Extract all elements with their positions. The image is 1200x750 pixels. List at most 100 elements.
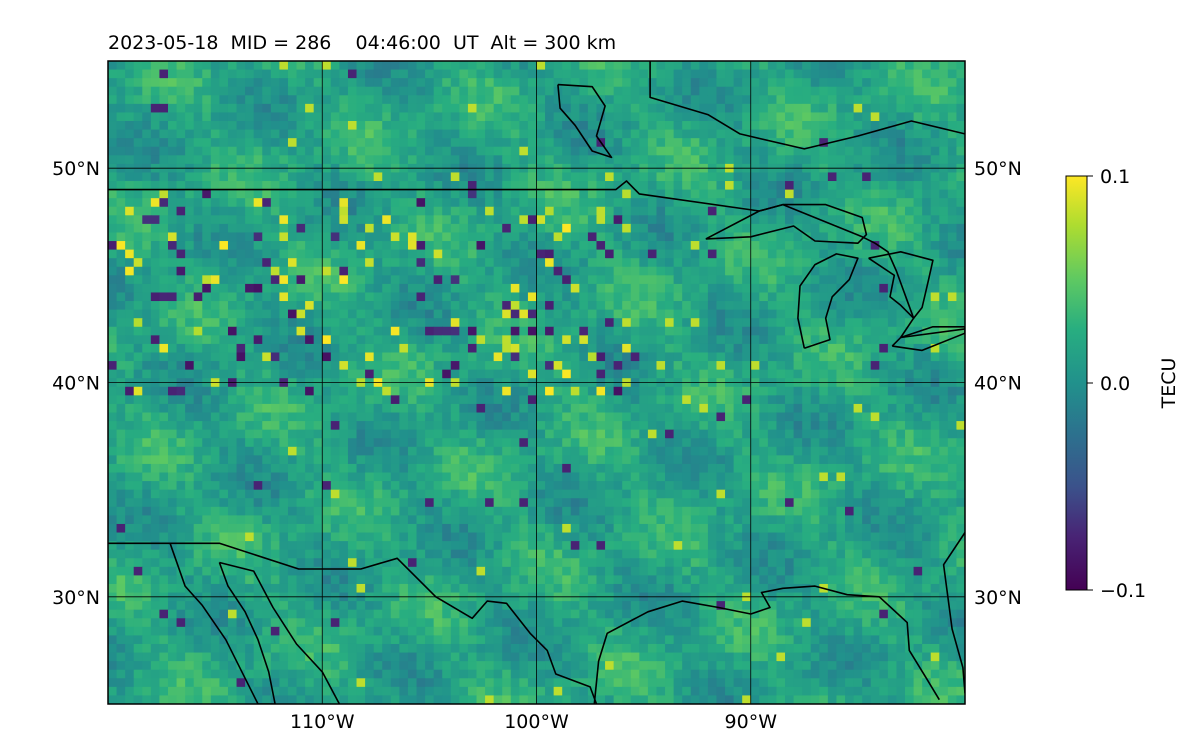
tec-cell bbox=[519, 481, 529, 491]
tec-cell bbox=[185, 266, 195, 276]
tec-cell bbox=[510, 352, 520, 362]
tec-cell bbox=[553, 181, 563, 191]
tec-cell bbox=[185, 189, 195, 199]
tec-cell bbox=[647, 343, 658, 354]
tec-cell bbox=[716, 472, 726, 482]
tec-cell bbox=[870, 155, 880, 165]
tec-cell bbox=[305, 463, 315, 474]
tec-cell bbox=[485, 241, 495, 251]
tec-cell bbox=[536, 189, 546, 199]
tec-cell bbox=[896, 223, 906, 234]
tec-cell bbox=[382, 275, 392, 285]
tec-cell bbox=[665, 266, 675, 276]
tec-cell bbox=[613, 129, 623, 139]
tec-cell bbox=[656, 438, 666, 448]
tec-cell bbox=[690, 301, 700, 311]
tec-cell bbox=[125, 78, 135, 88]
tec-cell bbox=[793, 403, 803, 414]
tec-cell bbox=[150, 223, 161, 234]
tec-cell bbox=[802, 343, 812, 354]
tec-cell bbox=[519, 283, 529, 294]
tec-cell bbox=[853, 78, 863, 88]
tec-cell bbox=[707, 138, 718, 148]
tec-cell bbox=[742, 241, 752, 251]
tec-cell bbox=[287, 361, 298, 371]
tec-cell bbox=[725, 103, 735, 114]
tec-cell bbox=[810, 258, 820, 268]
tec-cell bbox=[399, 369, 409, 379]
tec-cell bbox=[939, 275, 949, 285]
tec-cell bbox=[682, 412, 692, 422]
tec-cell bbox=[108, 386, 118, 396]
tec-cell bbox=[193, 223, 203, 234]
tec-cell bbox=[108, 421, 118, 431]
tec-cell bbox=[245, 155, 255, 165]
tec-cell bbox=[493, 146, 503, 156]
tec-cell bbox=[647, 206, 658, 216]
tec-cell bbox=[536, 412, 546, 422]
tec-cell bbox=[905, 421, 915, 431]
tec-cell bbox=[905, 275, 915, 285]
tec-cell bbox=[759, 129, 769, 139]
tec-cell bbox=[347, 69, 358, 79]
tec-cell bbox=[442, 206, 452, 216]
tec-cell bbox=[502, 78, 512, 88]
tec-cell bbox=[510, 275, 520, 285]
tec-cell bbox=[570, 232, 580, 242]
tec-cell bbox=[647, 455, 658, 465]
tec-cell bbox=[707, 198, 718, 208]
tec-cell bbox=[142, 215, 152, 225]
tec-cell bbox=[407, 361, 418, 371]
tec-cell bbox=[947, 78, 958, 88]
tec-cell bbox=[125, 103, 135, 114]
tec-cell bbox=[116, 258, 126, 268]
tec-cell bbox=[365, 198, 375, 208]
tec-cell bbox=[887, 69, 898, 79]
tec-cell bbox=[356, 258, 366, 268]
tec-cell bbox=[579, 61, 589, 71]
tec-cell bbox=[673, 463, 683, 474]
tec-cell bbox=[750, 223, 760, 234]
tec-cell bbox=[545, 446, 555, 456]
tec-cell bbox=[810, 301, 820, 311]
tec-cell bbox=[425, 369, 435, 379]
tec-cell bbox=[956, 421, 965, 431]
tec-cell bbox=[613, 352, 623, 362]
tec-cell bbox=[142, 121, 152, 131]
tec-cell bbox=[716, 129, 726, 139]
tec-cell bbox=[125, 181, 135, 191]
tec-cell bbox=[185, 61, 195, 71]
tec-cell bbox=[125, 446, 135, 456]
tec-cell bbox=[425, 206, 435, 216]
tec-cell bbox=[562, 446, 572, 456]
tec-cell bbox=[767, 129, 778, 139]
tec-cell bbox=[399, 352, 409, 362]
tec-cell bbox=[596, 206, 606, 216]
tec-cell bbox=[725, 429, 735, 439]
tec-cell bbox=[279, 301, 289, 311]
tec-cell bbox=[750, 352, 760, 362]
tec-cell bbox=[407, 292, 418, 302]
tec-cell bbox=[236, 301, 246, 311]
tec-cell bbox=[879, 412, 889, 422]
tec-cell bbox=[399, 103, 409, 114]
tec-cell bbox=[459, 335, 469, 345]
tec-cell bbox=[176, 412, 186, 422]
tec-cell bbox=[219, 335, 229, 345]
tec-cell bbox=[382, 463, 392, 474]
tec-cell bbox=[553, 283, 563, 294]
tec-cell bbox=[545, 249, 555, 259]
tec-cell bbox=[665, 335, 675, 345]
tec-cell bbox=[905, 463, 915, 474]
tec-cell bbox=[707, 129, 718, 139]
tec-cell bbox=[202, 318, 212, 328]
tec-cell bbox=[707, 215, 718, 225]
tec-cell bbox=[913, 472, 923, 482]
tec-cell bbox=[682, 232, 692, 242]
tec-cell bbox=[947, 249, 958, 259]
tec-cell bbox=[836, 146, 846, 156]
tec-cell bbox=[545, 301, 555, 311]
tec-cell bbox=[827, 258, 838, 268]
tec-cell bbox=[150, 86, 161, 96]
tec-cell bbox=[922, 481, 932, 491]
